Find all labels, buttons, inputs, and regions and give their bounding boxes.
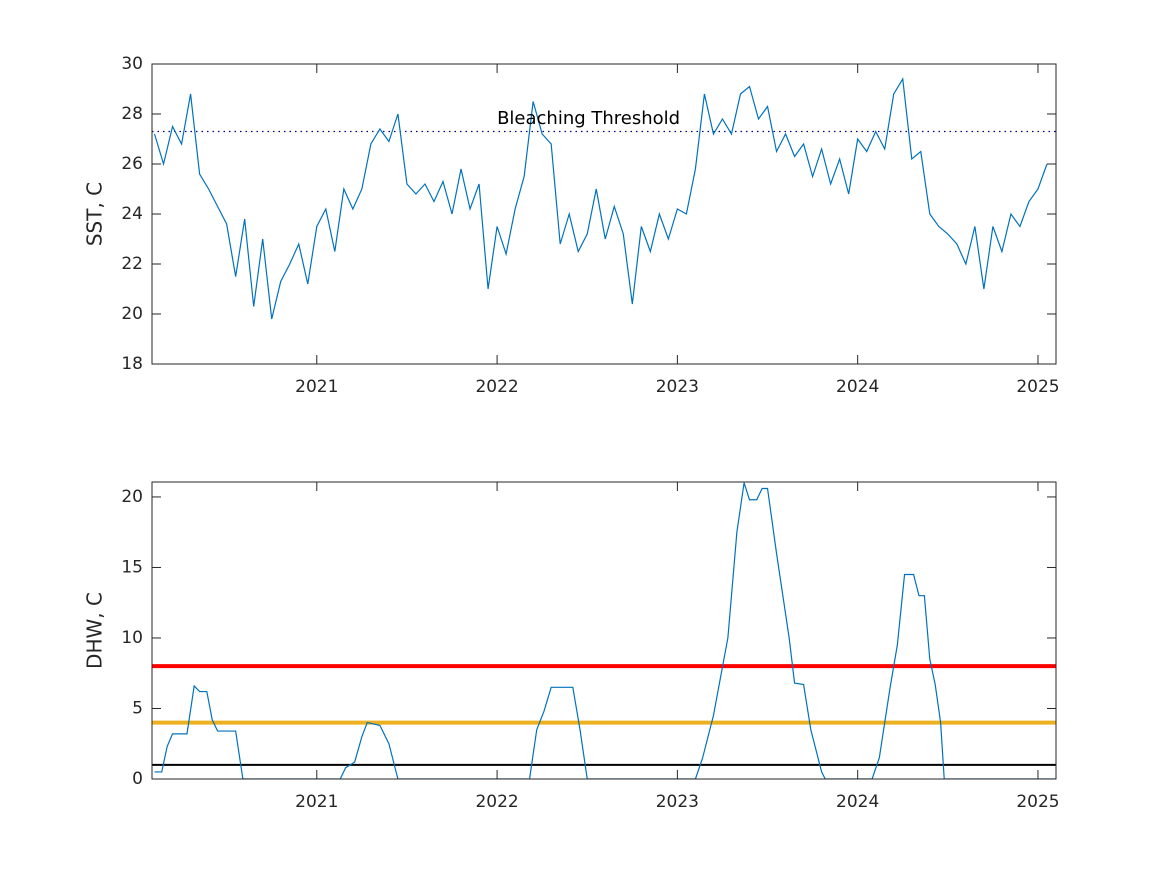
y-tick-label: 20 [121, 304, 143, 324]
y-axis-label: SST, C [83, 182, 107, 246]
y-tick-label: 24 [121, 204, 143, 224]
y-axis-label: DHW, C [83, 592, 107, 669]
axes-box [151, 481, 1057, 780]
plot-area [152, 482, 1056, 779]
x-tick-label: 2025 [1016, 792, 1059, 812]
x-tick-label: 2024 [836, 792, 879, 812]
x-tick-label: 2021 [295, 792, 338, 812]
annotation: Bleaching Threshold [497, 108, 680, 129]
plot-area [152, 77, 1056, 320]
x-tick-label: 2022 [475, 377, 518, 397]
x-tick-label: 2023 [656, 377, 699, 397]
y-tick-label: 5 [132, 698, 143, 718]
x-tick-label: 2025 [1016, 377, 1059, 397]
y-tick-label: 18 [121, 354, 143, 374]
data-line [153, 77, 1048, 320]
y-tick-label: 15 [121, 557, 143, 577]
y-tick-label: 10 [121, 628, 143, 648]
y-tick-label: 22 [121, 254, 143, 274]
x-tick-label: 2024 [836, 377, 879, 397]
y-tick-label: 0 [132, 769, 143, 789]
y-tick-label: 30 [121, 54, 143, 74]
y-tick-label: 26 [121, 154, 143, 174]
y-tick-label: 28 [121, 104, 143, 124]
data-line [154, 482, 1056, 779]
x-tick-label: 2022 [475, 792, 518, 812]
y-tick-label: 20 [121, 487, 143, 507]
x-tick-label: 2021 [295, 377, 338, 397]
x-tick-label: 2023 [656, 792, 699, 812]
